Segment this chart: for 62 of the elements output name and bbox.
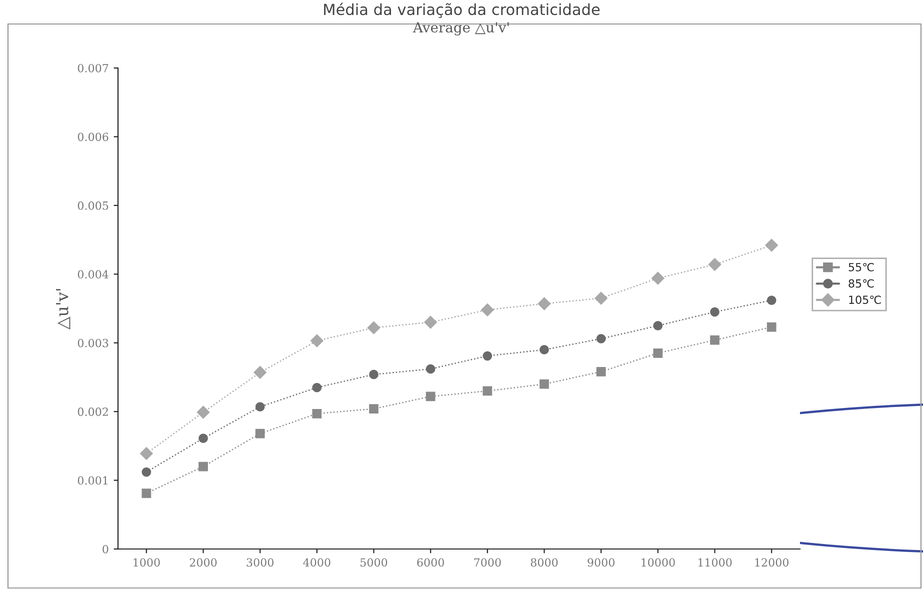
- y-tick-label: 0.005: [78, 201, 108, 210]
- x-tick-label: 3000: [246, 558, 274, 567]
- x-tick-label: 9000: [588, 558, 614, 567]
- x-tick-label: 1000: [134, 558, 160, 567]
- point: [255, 428, 265, 438]
- point: [312, 408, 322, 418]
- y-axis-title: △u'v': [56, 289, 70, 330]
- point: [652, 272, 664, 285]
- point: [594, 292, 608, 305]
- point: [765, 238, 778, 252]
- point: [766, 322, 776, 332]
- x-tick-label: 12000: [755, 558, 789, 567]
- point: [538, 297, 551, 310]
- point: [653, 320, 663, 330]
- point: [766, 296, 776, 305]
- y-tick-label: 0.002: [78, 408, 108, 416]
- x-tick-label: 8000: [530, 558, 558, 567]
- point: [142, 467, 152, 477]
- point: [482, 351, 492, 361]
- y-tick-label: 0: [102, 544, 108, 554]
- point: [254, 366, 266, 379]
- point: [367, 321, 380, 334]
- point: [198, 462, 208, 472]
- point: [198, 434, 208, 444]
- point: [481, 303, 494, 316]
- point: [369, 404, 378, 414]
- point: [710, 335, 720, 345]
- point: [708, 258, 722, 271]
- x-tick-label: 7000: [474, 558, 501, 567]
- point: [196, 406, 210, 419]
- point: [426, 364, 436, 374]
- x-tick-label: 5000: [360, 558, 388, 567]
- x-tick-label: 6000: [417, 558, 444, 567]
- x-tick-label: 10000: [642, 558, 675, 567]
- legend-label: 105℃: [849, 296, 881, 304]
- point: [540, 379, 549, 389]
- y-tick-label: 0.006: [78, 132, 108, 142]
- x-tick-label: 11000: [698, 558, 732, 567]
- y-tick-label: 0.001: [78, 476, 108, 485]
- y-tick-label: 0.007: [78, 64, 108, 72]
- x-tick-label: 2000: [190, 558, 217, 567]
- chart-subtitle: Average △u'v': [412, 22, 509, 36]
- point: [540, 345, 549, 354]
- x-tick-label: 4000: [303, 558, 330, 567]
- point: [482, 386, 492, 396]
- y-tick-label: 0.004: [78, 270, 108, 279]
- legend-label: 85℃: [848, 279, 874, 288]
- point: [142, 488, 152, 498]
- point: [426, 392, 436, 402]
- chart-title: Média da variação da cromaticidade: [324, 2, 600, 18]
- point: [369, 370, 378, 380]
- point: [424, 316, 437, 329]
- point: [140, 447, 153, 460]
- legend-label: 55℃: [848, 262, 874, 272]
- point: [255, 402, 265, 412]
- point: [310, 334, 324, 348]
- y-tick-label: 0.003: [78, 338, 108, 348]
- point: [653, 348, 663, 358]
- point: [596, 334, 606, 344]
- point: [312, 382, 322, 392]
- point: [596, 367, 606, 376]
- point: [710, 307, 720, 317]
